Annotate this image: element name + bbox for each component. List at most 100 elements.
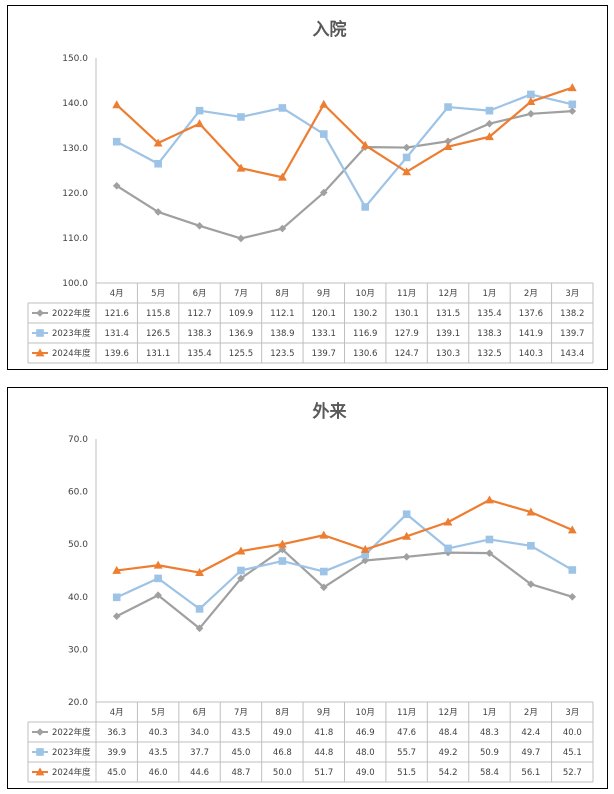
y-tick-label: 150.0	[62, 54, 88, 64]
table-cell: 130.6	[353, 349, 377, 359]
y-tick-label: 120.0	[62, 189, 88, 199]
table-cell: 130.1	[394, 309, 418, 319]
series-name-1: 2022年度	[52, 308, 91, 319]
data-point	[485, 119, 494, 128]
table-cell: 126.5	[146, 329, 170, 339]
table-cell: 43.5	[149, 748, 168, 758]
table-cell: 138.3	[187, 329, 211, 339]
table-cell: 41.8	[314, 728, 333, 738]
table-cell: 141.9	[519, 329, 543, 339]
table-cell: 52.7	[563, 768, 582, 778]
category-label: 6月	[193, 708, 207, 718]
table-cell: 49.2	[439, 748, 458, 758]
legend-key-marker	[35, 348, 45, 357]
table-cell: 49.0	[356, 768, 375, 778]
category-label: 6月	[193, 289, 207, 299]
data-point	[402, 531, 412, 540]
data-point	[402, 553, 411, 561]
legend-key-marker	[36, 728, 44, 736]
data-point	[195, 568, 204, 577]
data-point	[154, 574, 162, 583]
data-point	[444, 544, 452, 553]
data-point	[237, 234, 245, 243]
series-3	[112, 495, 577, 577]
table-cell: 127.9	[394, 329, 418, 339]
data-point	[361, 550, 370, 559]
category-label: 3月	[565, 708, 579, 718]
data-point	[195, 605, 204, 613]
data-point	[112, 137, 121, 146]
chart-title: 外来	[313, 401, 348, 422]
data-point	[527, 110, 535, 118]
data-point	[112, 182, 121, 190]
data-point	[567, 83, 577, 92]
table-cell: 136.9	[229, 329, 253, 339]
series-name-3: 2024年度	[52, 767, 91, 778]
data-point	[112, 565, 122, 574]
data-point	[527, 541, 535, 550]
data-point	[485, 495, 494, 504]
series-name-1: 2022年度	[52, 727, 91, 738]
data-point	[153, 560, 163, 569]
data-point	[402, 167, 412, 176]
data-point	[278, 104, 287, 112]
data-point	[444, 548, 452, 557]
legend-key-marker	[36, 309, 44, 317]
data-point	[526, 507, 536, 516]
table-cell: 47.6	[397, 728, 416, 738]
data-point	[277, 539, 287, 548]
chart-title: 入院	[313, 19, 347, 40]
table-cell: 46.8	[273, 748, 292, 758]
data-point	[237, 574, 245, 583]
data-point	[526, 97, 536, 106]
table-cell: 112.7	[187, 309, 211, 319]
table-cell: 135.4	[477, 309, 501, 319]
category-label: 1月	[482, 708, 496, 718]
table-cell: 46.9	[356, 728, 375, 738]
series-name-2: 2023年度	[52, 747, 91, 758]
table-cell: 51.7	[314, 768, 333, 778]
data-point	[444, 137, 452, 146]
table-cell: 125.5	[229, 349, 253, 359]
table-cell: 143.4	[560, 349, 584, 359]
data-point	[154, 591, 162, 600]
series-line	[116, 548, 573, 630]
data-point	[319, 530, 329, 539]
table-cell: 44.8	[314, 748, 333, 758]
data-point	[568, 566, 577, 574]
data-point	[154, 159, 162, 168]
table-cell: 48.3	[480, 728, 499, 738]
y-tick-label: 40.0	[68, 593, 88, 603]
table-cell: 51.5	[397, 768, 416, 778]
series-2	[112, 510, 577, 613]
category-label: 11月	[397, 708, 416, 718]
table-cell: 46.0	[149, 768, 168, 778]
category-label: 4月	[110, 708, 124, 718]
category-label: 10月	[356, 289, 375, 299]
series-1	[112, 107, 577, 243]
table-cell: 138.9	[270, 329, 294, 339]
table-cell: 138.3	[477, 329, 501, 339]
category-label: 9月	[317, 708, 331, 718]
category-label: 5月	[151, 708, 165, 718]
table-cell: 123.5	[270, 349, 294, 359]
y-tick-label: 60.0	[68, 488, 88, 498]
y-tick-label: 100.0	[62, 279, 88, 289]
table-cell: 139.7	[560, 329, 584, 339]
table-cell: 42.4	[521, 728, 540, 738]
table-cell: 130.2	[353, 309, 377, 319]
table-cell: 48.0	[356, 748, 375, 758]
y-tick-label: 130.0	[62, 144, 88, 154]
chart-outpatient: 外来 20.0 30.0 40.0 50.0 60.0 70.0 4月 5月 6月 7月 8月 9月 10…	[27, 401, 594, 783]
table-cell: 58.4	[480, 768, 499, 778]
data-point	[153, 138, 163, 147]
category-label: 2月	[524, 289, 538, 299]
table-cell: 132.5	[477, 349, 501, 359]
table-cell: 140.3	[519, 349, 543, 359]
data-point	[277, 172, 287, 181]
table-cell: 50.9	[480, 748, 499, 758]
table-cell: 131.1	[146, 349, 170, 359]
table-cell: 139.7	[312, 349, 336, 359]
table-cell: 43.5	[231, 728, 250, 738]
table-cell: 45.0	[231, 748, 250, 758]
